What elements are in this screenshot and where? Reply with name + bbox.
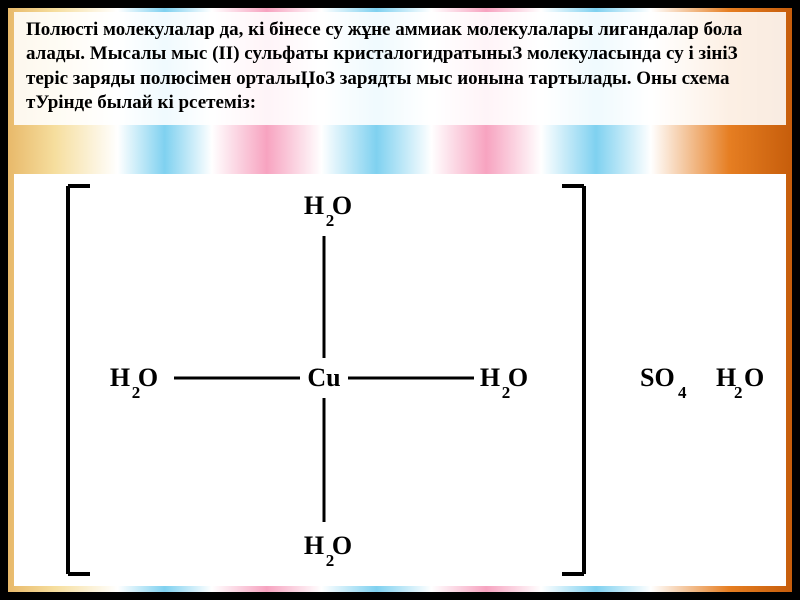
label-h2o-right: H 2 O bbox=[480, 363, 528, 402]
h2o-left-o: O bbox=[138, 363, 158, 392]
h2o-right-o: O bbox=[508, 363, 528, 392]
h2o-left-h: H bbox=[110, 363, 130, 392]
slide-frame: Полюсті молекулалар да, кі бінесе су жұн… bbox=[0, 0, 800, 600]
bracket-left bbox=[68, 186, 90, 574]
label-cu: Cu bbox=[307, 363, 340, 392]
bracket-right bbox=[562, 186, 584, 574]
gradient-background: Полюсті молекулалар да, кі бінесе су жұн… bbox=[8, 8, 792, 592]
label-h2o-top: H 2 O bbox=[304, 191, 352, 230]
so4-so: SO bbox=[640, 363, 675, 392]
paragraph-block: Полюсті молекулалар да, кі бінесе су жұн… bbox=[14, 12, 786, 125]
outer-h2o-2: 2 bbox=[734, 383, 743, 402]
h2o-top-h: H bbox=[304, 191, 324, 220]
chemical-structure-svg: Cu H 2 O H 2 O H 2 O bbox=[14, 174, 786, 586]
h2o-right-h: H bbox=[480, 363, 500, 392]
label-outer-h2o: H 2 O bbox=[716, 363, 764, 402]
diagram-area: Cu H 2 O H 2 O H 2 O bbox=[14, 174, 786, 586]
label-h2o-left: H 2 O bbox=[110, 363, 158, 402]
label-so4: SO 4 bbox=[640, 363, 687, 402]
h2o-top-o: O bbox=[332, 191, 352, 220]
h2o-bottom-h: H bbox=[304, 531, 324, 560]
so4-4: 4 bbox=[678, 383, 687, 402]
label-h2o-bottom: H 2 O bbox=[304, 531, 352, 570]
paragraph-text: Полюсті молекулалар да, кі бінесе су жұн… bbox=[26, 19, 742, 113]
h2o-bottom-o: O bbox=[332, 531, 352, 560]
outer-h2o-o: O bbox=[744, 363, 764, 392]
